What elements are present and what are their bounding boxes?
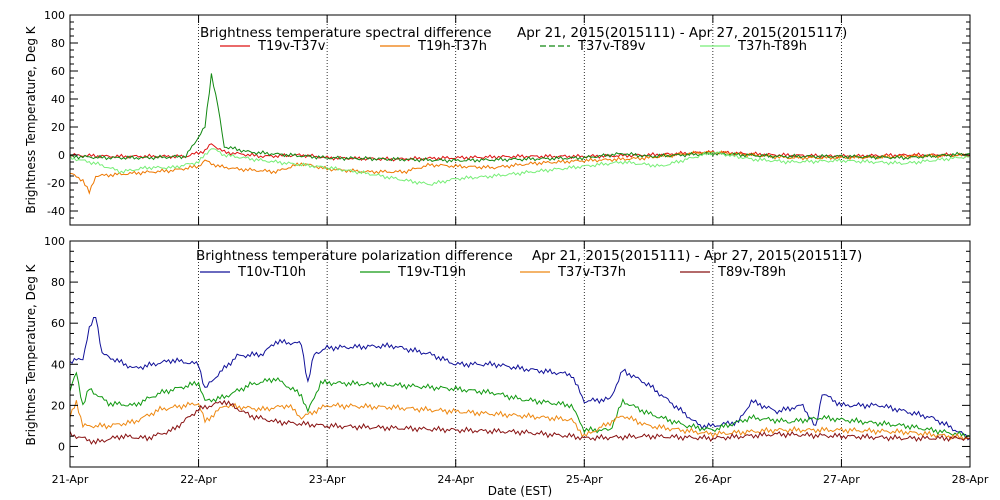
polarization-y-tick-label: 0 xyxy=(58,440,65,453)
polarization-series-lines xyxy=(69,317,971,445)
polarization-chart-title: Brightness temperature polarization diff… xyxy=(196,248,513,264)
polarization-x-tick-label: 27-Apr xyxy=(823,473,860,486)
polarization-x-tick-label: 21-Apr xyxy=(52,473,89,486)
spectral-series-t37v-t89v xyxy=(69,73,971,164)
spectral-y-tick-label: 60 xyxy=(51,65,65,78)
spectral-y-axis: -40 -20 0 20 40 60 80 100 xyxy=(44,9,970,226)
spectral-y-tick-label: 40 xyxy=(51,93,65,106)
polarization-date-range: Apr 21, 2015(2015111) - Apr 27, 2015(201… xyxy=(532,248,862,264)
polarization-x-axis: 21-Apr 22-Apr 23-Apr 24-Apr 25-Apr 26-Apr 27-A… xyxy=(52,241,989,486)
spectral-date-range: Apr 21, 2015(2015111) - Apr 27, 2015(201… xyxy=(517,25,847,41)
polarization-y-axis-title: Brightnes Temperature, Deg K xyxy=(24,263,38,445)
polarization-x-tick-label: 23-Apr xyxy=(309,473,346,486)
polarization-legend: T10v-T10h T19v-T19h T37v-T37h T89v-T89h xyxy=(200,265,786,280)
polarization-series-t37v-t37h xyxy=(69,400,971,441)
polarization-x-tick-label: 28-Apr xyxy=(952,473,989,486)
spectral-y-axis-title: Brightness Temperature, Deg K xyxy=(24,25,38,213)
spectral-series-lines xyxy=(69,73,971,195)
polarization-x-tick-label: 26-Apr xyxy=(694,473,731,486)
polarization-x-tick-label: 24-Apr xyxy=(437,473,474,486)
spectral-y-tick-label: 100 xyxy=(44,9,65,22)
polarization-legend-label-t10v-t10h: T10v-T10h xyxy=(237,265,306,280)
polarization-y-tick-label: 40 xyxy=(51,358,65,371)
polarization-x-tick-label: 25-Apr xyxy=(566,473,603,486)
polarization-legend-label-t19v-t19h: T19v-T19h xyxy=(397,265,466,280)
spectral-y-tick-label: 20 xyxy=(51,121,65,134)
polarization-legend-label-t89v-t89h: T89v-T89h xyxy=(717,265,786,280)
polarization-series-t89v-t89h xyxy=(69,399,971,445)
x-axis-title: Date (EST) xyxy=(488,484,552,498)
spectral-y-tick-label: 0 xyxy=(58,149,65,162)
polarization-y-tick-label: 100 xyxy=(44,235,65,248)
spectral-y-tick-label: -20 xyxy=(47,177,65,190)
spectral-legend-label-t19h-t37h: T19h-T37h xyxy=(417,39,487,54)
polarization-y-tick-label: 60 xyxy=(51,317,65,330)
polarization-y-axis: 0 20 40 60 80 100 xyxy=(44,235,970,468)
spectral-series-t37h-t89h xyxy=(69,148,971,186)
spectral-legend: T19v-T37v T19h-T37h T37v-T89v T37h-T89h xyxy=(220,39,807,54)
polarization-difference-chart: 0 20 40 60 80 100 21-Apr 22-Apr 23-Apr 24-Apr 25-… xyxy=(24,235,989,498)
polarization-series-t10v-t10h xyxy=(69,317,971,441)
polarization-legend-label-t37v-t37h: T37v-T37h xyxy=(557,265,626,280)
spectral-y-tick-label: 80 xyxy=(51,37,65,50)
spectral-legend-label-t37h-t89h: T37h-T89h xyxy=(737,39,807,54)
spectral-plot-frame xyxy=(69,14,971,226)
spectral-day-gridlines xyxy=(198,15,842,225)
polarization-x-tick-label: 22-Apr xyxy=(180,473,217,486)
polarization-y-tick-label: 20 xyxy=(51,399,65,412)
spectral-series-t19v-t37v xyxy=(69,143,971,162)
spectral-legend-label-t37v-t89v: T37v-T89v xyxy=(577,39,646,54)
spectral-y-tick-label: -40 xyxy=(47,205,65,218)
polarization-y-tick-label: 80 xyxy=(51,276,65,289)
polarization-series-t19v-t19h xyxy=(69,371,971,440)
spectral-x-axis xyxy=(69,15,971,225)
spectral-legend-label-t19v-t37v: T19v-T37v xyxy=(257,39,326,54)
spectral-difference-chart: -40 -20 0 20 40 60 80 100 Brightness temperatur… xyxy=(24,9,971,226)
spectral-chart-title: Brightness temperature spectral differen… xyxy=(200,25,492,41)
